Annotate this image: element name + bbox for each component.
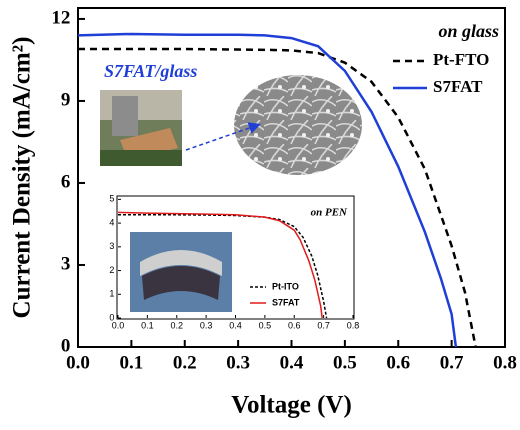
legend-title: on glass	[438, 21, 499, 41]
series-line	[117, 211, 323, 319]
x-tick-label: 0.8	[347, 320, 360, 330]
y-axis-title: Current Density (mA/cm²)	[9, 37, 36, 319]
x-tick-label: 0.0	[112, 320, 125, 330]
x-tick-label: 0.0	[66, 352, 90, 373]
x-tick-label: 0.2	[173, 352, 197, 373]
series-line	[118, 214, 328, 319]
x-tick-label: 0.4	[280, 352, 304, 373]
x-tick-label: 0.7	[440, 352, 464, 373]
legend-label: S7FAT	[272, 297, 300, 307]
arrow	[185, 122, 261, 151]
legend-title: on PEN	[311, 207, 348, 219]
y-tick-label: 2	[109, 265, 114, 275]
y-tick-label: 0	[109, 312, 114, 322]
x-tick-label: 0.6	[288, 320, 301, 330]
x-tick-label: 0.3	[226, 352, 250, 373]
series-line	[77, 32, 458, 348]
y-tick-label: 9	[61, 89, 71, 110]
annotation: S7FAT/glass	[104, 61, 197, 81]
photo-pen	[130, 232, 232, 312]
x-tick-label: 0.5	[333, 352, 357, 373]
x-tick-label: 0.7	[317, 320, 330, 330]
x-tick-label: 0.8	[493, 352, 517, 373]
legend-label: Pt-FTO	[433, 50, 489, 69]
y-tick-label: 0	[61, 335, 71, 356]
legend-label: S7FAT	[433, 77, 483, 96]
x-tick-label: 0.3	[200, 320, 213, 330]
x-tick-label: 0.1	[141, 320, 154, 330]
legend-label: Pt-ITO	[272, 281, 299, 291]
x-tick-label: 0.4	[229, 320, 242, 330]
y-tick-label: 3	[61, 253, 71, 274]
x-tick-label: 0.5	[259, 320, 272, 330]
x-axis-title: Voltage (V)	[231, 392, 352, 419]
x-tick-label: 0.6	[386, 352, 410, 373]
y-tick-label: 3	[109, 241, 114, 251]
x-tick-label: 0.1	[120, 352, 144, 373]
photo-glass	[100, 90, 182, 166]
main-plot: 0.0 0.1 0.2 0.3 0.4 0.5 0.6 0.7 0.8036912Voltage…	[9, 7, 517, 419]
y-tick-label: 4	[109, 217, 114, 227]
sem-image	[234, 75, 362, 175]
y-tick-label: 5	[109, 194, 114, 204]
y-tick-label: 6	[61, 171, 71, 192]
y-tick-label: 12	[51, 7, 70, 28]
inset-plot: 0.0 0.1 0.2 0.3 0.4 0.5 0.6 0.7 0.8 0 1 2 3 4 5 Pt-ITO S…	[109, 194, 359, 331]
x-tick-label: 0.2	[170, 320, 183, 330]
y-tick-label: 1	[109, 289, 114, 299]
